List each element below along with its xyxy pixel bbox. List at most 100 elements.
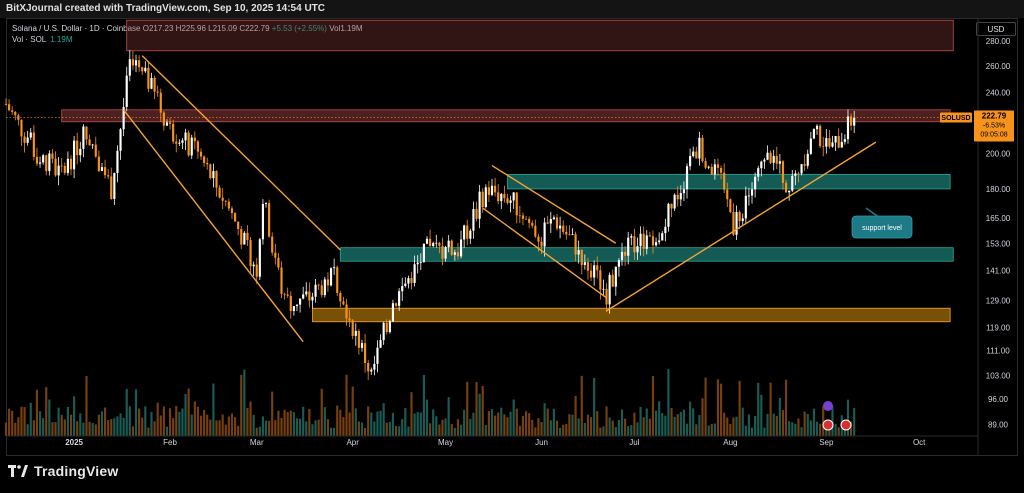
candle-body bbox=[605, 288, 608, 305]
candle-body bbox=[29, 132, 32, 138]
candle-body bbox=[583, 262, 586, 265]
candle-body bbox=[8, 104, 11, 111]
candle-body bbox=[466, 225, 469, 239]
x-tick-label: Oct bbox=[913, 438, 926, 447]
change-value: +5.53 (+2.55%) bbox=[271, 24, 327, 33]
us-flag-icon[interactable] bbox=[840, 419, 852, 431]
close-label: C bbox=[239, 24, 246, 33]
volume-bar bbox=[506, 417, 509, 436]
chart-area[interactable] bbox=[6, 18, 1018, 456]
candle-body bbox=[679, 193, 682, 200]
volume-bar bbox=[144, 406, 147, 436]
open-label: O bbox=[142, 24, 149, 33]
candle-body bbox=[181, 140, 184, 143]
price-axis: 89.00 96.00 103.00 111.00 119.00 129.00 141.00… bbox=[986, 37, 1011, 429]
candle-body bbox=[141, 67, 144, 72]
volume-bar bbox=[113, 418, 116, 436]
volume-bar bbox=[38, 411, 42, 436]
candle-body bbox=[156, 91, 159, 93]
volume-bar bbox=[617, 419, 621, 436]
volume-bar bbox=[481, 386, 484, 436]
volume-bar bbox=[809, 420, 812, 436]
candle-body bbox=[794, 173, 797, 176]
volume-bar bbox=[732, 417, 735, 436]
volume-bar bbox=[348, 412, 351, 436]
volume-bar bbox=[472, 412, 475, 436]
y-tick-label: 165.00 bbox=[986, 214, 1011, 223]
candle-body bbox=[825, 138, 828, 147]
volume-bar bbox=[128, 406, 131, 436]
volume-bar bbox=[794, 423, 797, 436]
candle-body bbox=[110, 176, 113, 199]
zone-support bbox=[312, 307, 951, 323]
y-tick-label: 200.00 bbox=[986, 150, 1011, 159]
volume-bar bbox=[91, 422, 94, 436]
candle-body bbox=[846, 116, 850, 140]
volume-bar bbox=[277, 410, 280, 436]
volume-bar bbox=[187, 388, 190, 436]
volume-bar bbox=[459, 424, 463, 436]
candle-body bbox=[797, 173, 800, 175]
volume-bar bbox=[651, 376, 655, 436]
volume-bar bbox=[729, 423, 732, 436]
volume-bar bbox=[429, 423, 432, 436]
volume-bar bbox=[370, 412, 373, 436]
volume-bar bbox=[42, 418, 45, 436]
candle-body bbox=[42, 155, 45, 163]
us-flag-icon[interactable] bbox=[822, 419, 834, 431]
candle-body bbox=[286, 294, 289, 296]
volume-bar bbox=[766, 413, 769, 436]
volume-bar bbox=[670, 407, 673, 436]
volume-bar bbox=[463, 409, 466, 436]
candle-body bbox=[453, 252, 456, 255]
candle-body bbox=[478, 191, 481, 219]
candle-body bbox=[38, 162, 42, 164]
candle-body bbox=[555, 217, 559, 229]
candle-body bbox=[57, 165, 60, 176]
currency-button[interactable]: USD bbox=[976, 22, 1016, 36]
volume-bar bbox=[571, 414, 574, 436]
candle-body bbox=[172, 123, 175, 142]
candle-body bbox=[531, 222, 534, 226]
candle-body bbox=[302, 294, 305, 299]
volume-bar bbox=[240, 374, 243, 436]
candle-body bbox=[153, 77, 156, 92]
volume-bar bbox=[14, 422, 17, 436]
volume-bar bbox=[559, 427, 562, 436]
price-tag-change: -6.53% bbox=[983, 123, 1005, 130]
volume-bar bbox=[602, 426, 605, 436]
candle-body bbox=[834, 136, 837, 143]
event-marker-icon[interactable] bbox=[823, 401, 833, 411]
volume-bar bbox=[605, 406, 608, 436]
high-label: H bbox=[175, 24, 182, 33]
volume-bar bbox=[351, 386, 354, 436]
volume-bar bbox=[627, 426, 630, 436]
volume-bar bbox=[512, 399, 515, 436]
volume-bar bbox=[404, 407, 407, 436]
volume-bar bbox=[537, 418, 540, 436]
y-tick-label: 280.00 bbox=[986, 37, 1011, 46]
candle-body bbox=[215, 171, 218, 188]
candle-body bbox=[48, 153, 51, 172]
candle-body bbox=[673, 194, 676, 209]
candle-body bbox=[497, 192, 500, 202]
candle-body bbox=[599, 270, 602, 290]
candle-body bbox=[363, 343, 367, 363]
candle-body bbox=[298, 298, 302, 305]
candle-body bbox=[716, 164, 720, 168]
candle-body bbox=[670, 203, 673, 209]
y-tick-label: 153.00 bbox=[986, 239, 1011, 248]
volume-bar bbox=[237, 425, 240, 436]
event-markers bbox=[822, 401, 852, 431]
candle-body bbox=[339, 293, 342, 302]
volume-bar bbox=[94, 424, 97, 436]
tradingview-logo-icon bbox=[8, 465, 28, 477]
candle-body bbox=[35, 156, 39, 164]
candle-body bbox=[398, 291, 401, 306]
candle-body bbox=[187, 132, 190, 156]
candle-body bbox=[274, 252, 277, 258]
candle-body bbox=[4, 103, 8, 105]
candle-body bbox=[175, 141, 178, 144]
volume-bar bbox=[707, 425, 710, 436]
candle-body bbox=[509, 200, 512, 203]
